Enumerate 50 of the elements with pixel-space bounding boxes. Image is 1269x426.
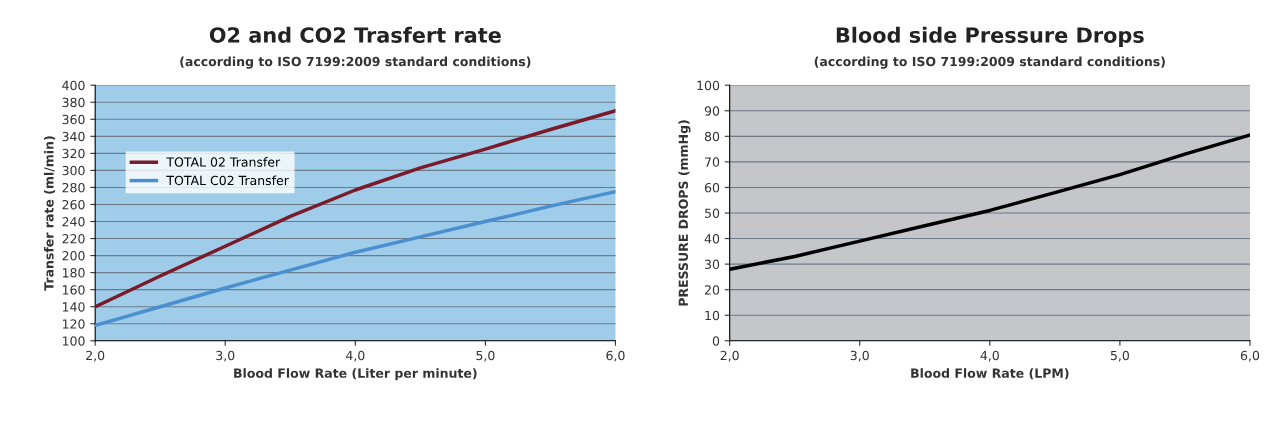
y-tick-label: 60 — [704, 182, 720, 193]
y-tick-label: 360 — [62, 114, 85, 125]
y-tick-label: 120 — [62, 319, 85, 329]
y-tick-label: 320 — [62, 148, 85, 159]
y-tick-label: 40 — [704, 234, 720, 244]
legend-label: TOTAL C02 Transfer — [166, 175, 289, 186]
x-tick-label: 6,0 — [606, 350, 625, 362]
y-tick-label: 10 — [705, 310, 720, 321]
y-tick-label: 160 — [62, 285, 85, 295]
y-tick-label: 100 — [62, 336, 85, 346]
y-tick-label: 260 — [62, 199, 85, 210]
chart-subtitle: (according to ISO 7199:2009 standard conditions) — [814, 56, 1165, 69]
y-tick-label: 20 — [704, 285, 720, 295]
chart-subtitle: (according to ISO 7199:2009 standard conditions) — [180, 56, 531, 69]
x-tick-label: 4,0 — [345, 350, 365, 362]
x-tick-label: 5,0 — [1110, 350, 1129, 362]
y-tick-label: 180 — [62, 268, 85, 278]
y-tick-label: 50 — [705, 208, 720, 218]
x-tick-label: 2,0 — [720, 350, 739, 362]
y-tick-label: 220 — [62, 234, 85, 244]
y-tick-label: 380 — [62, 97, 85, 108]
x-tick-label: 3,0 — [850, 350, 869, 362]
y-tick-label: 400 — [62, 80, 85, 91]
line-series — [95, 189, 616, 328]
y-tick-label: 300 — [62, 165, 85, 176]
y-axis-title: Transfer rate (ml/min) — [43, 136, 56, 291]
y-tick-label: 80 — [704, 131, 720, 142]
y-tick-label: 280 — [62, 182, 85, 193]
y-tick-label: 70 — [705, 157, 720, 167]
y-tick-label: 100 — [697, 80, 720, 91]
x-tick-label: 6,0 — [1240, 350, 1260, 362]
x-axis-title: Blood Flow Rate (LPM) — [911, 368, 1069, 380]
y-tick-label: 90 — [704, 106, 720, 116]
x-tick-label: 4,0 — [980, 350, 999, 362]
x-tick-label: 3,0 — [216, 350, 235, 362]
line-series — [95, 109, 616, 309]
legend-label: TOTAL 02 Transfer — [166, 157, 281, 167]
chart-title: O2 and CO2 Trasfert rate — [209, 26, 501, 43]
x-tick-label: 5,0 — [476, 350, 495, 362]
line-series — [729, 133, 1250, 271]
x-tick-label: 2,0 — [86, 350, 105, 362]
chart-title: Blood side Pressure Drops — [836, 26, 1144, 47]
y-tick-label: 200 — [62, 251, 85, 261]
y-tick-label: 240 — [62, 216, 85, 227]
y-axis-title: PRESSURE DROPS (mmHg) — [678, 120, 691, 306]
x-axis-title: Blood Flow Rate (Liter per minute) — [234, 368, 477, 381]
y-tick-label: 340 — [62, 131, 85, 142]
y-tick-label: 0 — [712, 336, 720, 346]
y-tick-label: 30 — [705, 259, 720, 270]
y-tick-label: 140 — [62, 302, 85, 312]
